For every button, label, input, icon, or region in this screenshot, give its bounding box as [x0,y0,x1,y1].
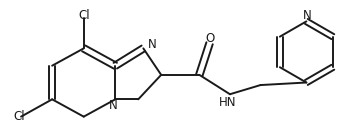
Text: N: N [303,9,312,22]
Text: Cl: Cl [13,110,25,123]
Text: N: N [108,99,117,112]
Text: Cl: Cl [78,9,90,22]
Text: N: N [147,38,156,51]
Text: HN: HN [219,96,236,109]
Text: O: O [205,32,214,45]
